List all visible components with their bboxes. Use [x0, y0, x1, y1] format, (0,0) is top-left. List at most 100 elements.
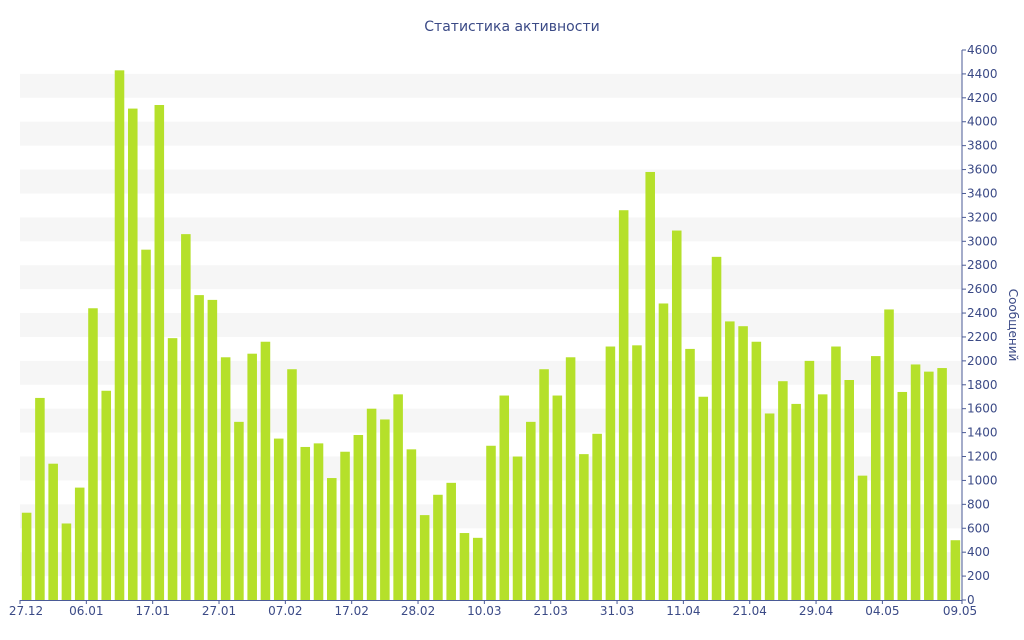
- bars-group: [21, 70, 961, 601]
- bar: [512, 456, 523, 600]
- y-tick-label: 3000: [967, 234, 998, 248]
- bar: [711, 256, 722, 600]
- x-tick-label: 09.05: [943, 604, 977, 618]
- y-tick-label: 2200: [967, 330, 998, 344]
- x-tick-label: 27.12: [9, 604, 43, 618]
- bar: [605, 346, 616, 600]
- bar: [778, 381, 788, 600]
- bar: [937, 368, 947, 600]
- bar: [791, 403, 801, 600]
- bar: [433, 494, 443, 600]
- y-tick-label: 600: [967, 521, 990, 535]
- x-tick-label: 21.03: [534, 604, 568, 618]
- bar: [220, 357, 231, 600]
- bar: [88, 308, 98, 600]
- bar: [74, 487, 85, 600]
- bar: [950, 540, 961, 600]
- bar: [764, 413, 775, 600]
- bar: [234, 421, 244, 600]
- bar: [910, 364, 921, 600]
- bar: [526, 421, 536, 600]
- bar: [671, 230, 682, 601]
- bar: [380, 419, 390, 600]
- y-tick-label: 3600: [967, 163, 998, 177]
- y-tick-label: 2800: [967, 258, 998, 272]
- bar: [459, 533, 470, 600]
- bar: [128, 108, 138, 600]
- bar: [247, 353, 257, 600]
- grid-band: [20, 217, 962, 242]
- bar: [61, 523, 72, 600]
- y-tick-label: 0: [967, 593, 975, 607]
- bar: [658, 303, 669, 600]
- bar: [194, 295, 204, 600]
- x-tick-label: 31.03: [600, 604, 634, 618]
- x-tick-label: 28.02: [401, 604, 435, 618]
- x-tick-label: 06.01: [69, 604, 103, 618]
- bar: [181, 234, 191, 600]
- y-tick-label: 4600: [967, 43, 998, 57]
- x-axis: 27.12 06.01 17.01 27.01 07.02 17.02 28.02 10.03…: [9, 600, 977, 618]
- x-tick-label: 17.01: [135, 604, 169, 618]
- y-tick-label: 800: [967, 497, 990, 511]
- bar: [831, 346, 841, 600]
- bar: [725, 321, 735, 600]
- bar: [632, 345, 642, 600]
- bar: [273, 438, 284, 600]
- bar: [924, 371, 934, 600]
- bar: [499, 395, 510, 600]
- y-tick-label: 2600: [967, 282, 998, 296]
- x-tick-label: 29.04: [799, 604, 833, 618]
- bar: [844, 380, 854, 600]
- bar: [592, 433, 602, 600]
- bar: [751, 341, 762, 600]
- y-tick-label: 1000: [967, 473, 998, 487]
- grid-band: [20, 121, 962, 146]
- bar: [300, 446, 311, 600]
- bar: [857, 475, 868, 600]
- bar: [552, 395, 563, 600]
- bar: [353, 435, 364, 600]
- bar: [698, 396, 709, 600]
- bar: [579, 454, 589, 600]
- y-tick-label: 4000: [967, 115, 998, 129]
- y-tick-label: 3800: [967, 139, 998, 153]
- y-tick-label: 1800: [967, 378, 998, 392]
- bar: [618, 210, 629, 600]
- bar: [393, 394, 403, 600]
- bar: [313, 443, 324, 600]
- bar: [48, 463, 58, 600]
- bar: [21, 512, 32, 600]
- bar: [884, 309, 894, 600]
- y-tick-label: 400: [967, 545, 990, 559]
- bar: [340, 451, 350, 600]
- y-tick-label: 4200: [967, 91, 998, 105]
- y-tick-label: 3400: [967, 186, 998, 200]
- bar: [287, 369, 297, 600]
- x-tick-label: 07.02: [268, 604, 302, 618]
- bar: [327, 478, 337, 600]
- grid-bands: [20, 73, 962, 577]
- y-tick-label: 4400: [967, 67, 998, 81]
- x-tick-label: 11.04: [666, 604, 700, 618]
- bar: [804, 360, 815, 600]
- y-tick-label: 1200: [967, 450, 998, 464]
- bar: [539, 369, 549, 600]
- bar: [207, 299, 218, 600]
- bar: [419, 515, 430, 600]
- bar: [167, 338, 178, 600]
- bar: [406, 449, 417, 600]
- bar: [565, 357, 576, 600]
- bar: [472, 537, 483, 600]
- bar: [645, 171, 655, 600]
- bar: [685, 348, 695, 600]
- x-tick-label: 27.01: [202, 604, 236, 618]
- y-tick-label: 1400: [967, 426, 998, 440]
- bar: [486, 445, 496, 600]
- bar: [154, 105, 165, 600]
- x-tick-label: 17.02: [335, 604, 369, 618]
- x-tick-label: 10.03: [467, 604, 501, 618]
- bar: [260, 341, 271, 600]
- y-tick-label: 3200: [967, 210, 998, 224]
